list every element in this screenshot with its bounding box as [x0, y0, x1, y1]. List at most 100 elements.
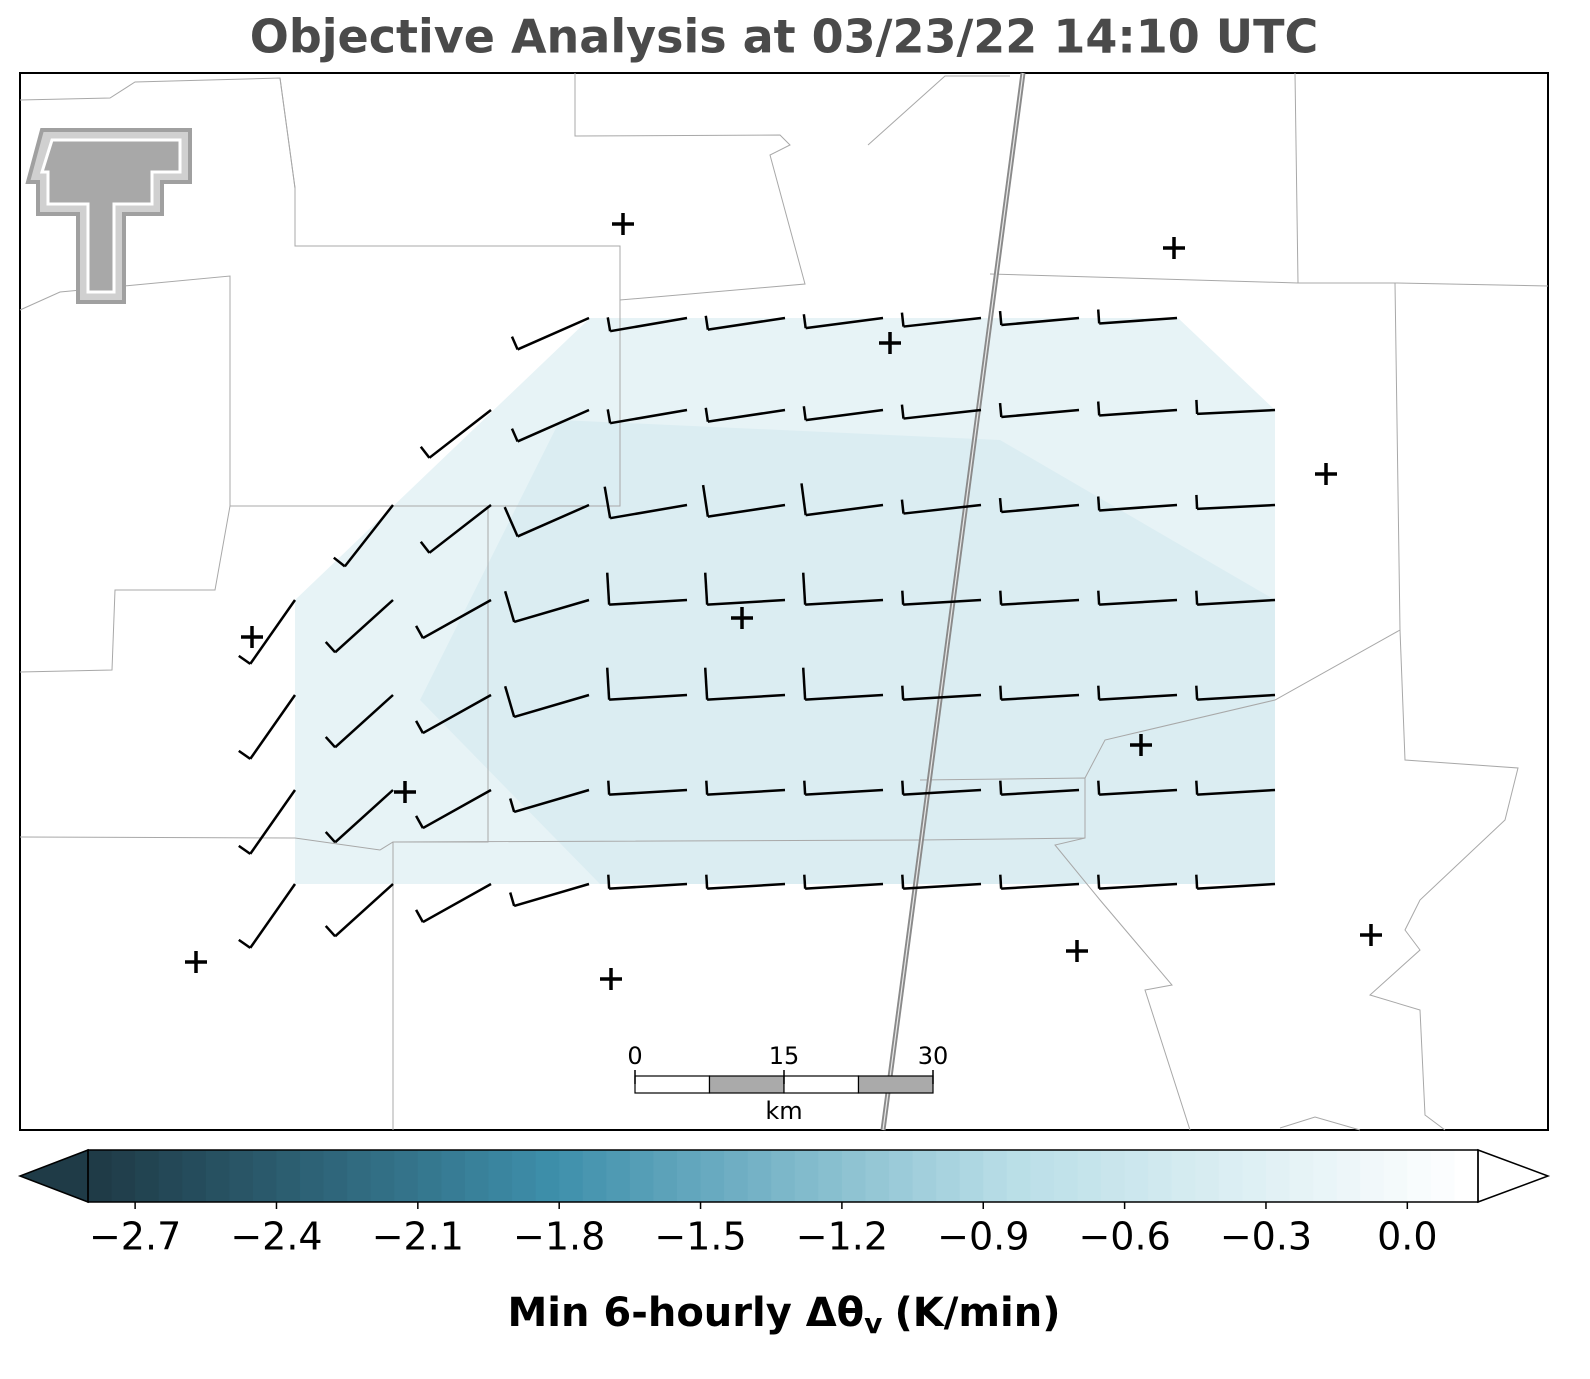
scale-label: 0 [627, 1042, 642, 1070]
colorbar-band [912, 1150, 937, 1202]
colorbar-band [936, 1150, 961, 1202]
barb-staff [609, 882, 688, 890]
colorbar-band [747, 1150, 772, 1202]
barb-flag [1097, 685, 1101, 700]
barb-staff [805, 788, 884, 796]
colorbar-band [1171, 1150, 1196, 1202]
barb-staff [1197, 788, 1276, 796]
colorbar-band [394, 1150, 419, 1202]
barb-staff [609, 788, 688, 796]
barb-staff [422, 788, 492, 830]
barb-staff [249, 694, 297, 760]
barb-staff [334, 883, 394, 938]
barb-flag [324, 736, 337, 749]
scale-segment [634, 1075, 711, 1094]
colorbar-extend-low [17, 1148, 89, 1204]
barb-flag [510, 336, 519, 350]
barb-staff [343, 504, 394, 568]
colorbar-band [1336, 1150, 1361, 1202]
barb-staff [805, 503, 884, 517]
barb-staff [805, 408, 884, 422]
barb-staff [428, 504, 492, 554]
colorbar-tick-label: −2.1 [372, 1215, 464, 1259]
barb-staff [422, 598, 492, 640]
barb-staff [707, 598, 786, 606]
colorbar-band [1454, 1150, 1479, 1202]
colorbar-band [111, 1150, 136, 1202]
barb-flag [509, 892, 516, 907]
colorbar-band [1430, 1150, 1455, 1202]
scale-segment [708, 1075, 785, 1094]
barb-staff [1099, 503, 1178, 512]
colorbar-band [158, 1150, 183, 1202]
barb-flag [1097, 590, 1101, 605]
barb-flag [703, 667, 709, 700]
colorbar-band [653, 1150, 678, 1202]
colorbar-tick-label: −0.3 [1220, 1215, 1312, 1259]
barb-staff [609, 408, 688, 425]
colorbar-tick-label: −1.2 [796, 1215, 888, 1259]
colorbar-extend-high [1477, 1148, 1551, 1204]
colorbar-band [1124, 1150, 1149, 1202]
barb-staff [707, 408, 786, 423]
barb-flag [238, 654, 251, 665]
barb-staff [1099, 408, 1178, 417]
barb-flag [324, 831, 337, 844]
barb-flag [333, 556, 346, 568]
colorbar-band [1265, 1150, 1291, 1202]
barb-flag [605, 667, 611, 700]
label-main: Min 6-hourly Δθ [508, 1290, 865, 1336]
barb-flag [900, 404, 905, 419]
barb-flag [801, 572, 807, 605]
barb-staff [903, 598, 982, 606]
barb-flag [801, 667, 807, 700]
barb-staff [1001, 598, 1080, 606]
barb-staff [513, 882, 590, 908]
barb-staff [707, 316, 786, 331]
barb-staff [517, 408, 590, 443]
barb-flag [999, 590, 1003, 605]
analysis-field-core [420, 420, 1275, 884]
barb-staff [1001, 503, 1080, 514]
barb-flag [901, 685, 905, 700]
colorbar-band [229, 1150, 254, 1202]
barb-staff [609, 693, 688, 701]
barb-staff [1197, 598, 1276, 606]
colorbar-band [1289, 1150, 1314, 1202]
barb-staff [1001, 408, 1080, 419]
colorbar-band [347, 1150, 372, 1202]
colorbar-label: Min 6-hourly Δθv (K/min) [508, 1290, 1061, 1340]
barb-flag [419, 445, 431, 459]
barb-flag [1195, 874, 1199, 889]
colorbar-band [182, 1150, 207, 1202]
colorbar-band [1053, 1150, 1078, 1202]
label-unit: (K/min) [894, 1290, 1060, 1336]
colorbar-band [370, 1150, 395, 1202]
colorbar-outline [87, 1149, 1479, 1203]
barb-flag [238, 749, 251, 760]
barb-staff [903, 693, 982, 701]
barb-staff [707, 693, 786, 701]
colorbar-band [865, 1150, 890, 1202]
barb-staff [334, 599, 394, 654]
colorbar-band [1242, 1150, 1267, 1202]
barb-flag [703, 572, 709, 605]
colorbar-band [300, 1150, 325, 1202]
barb-flag [606, 409, 612, 424]
colorbar-band [252, 1150, 277, 1202]
barb-staff [1001, 788, 1080, 796]
colorbar-band [724, 1150, 749, 1202]
barb-staff [805, 316, 884, 330]
barb-flag [1195, 399, 1199, 414]
barb-flag [999, 685, 1003, 700]
colorbar-band [559, 1150, 584, 1202]
barb-staff [805, 882, 884, 890]
barb-staff [903, 788, 982, 796]
barb-staff [805, 693, 884, 701]
barb-flag [800, 483, 807, 516]
barb-staff [517, 503, 590, 538]
barb-staff [334, 694, 394, 749]
colorbar-tick-label: −1.5 [654, 1215, 746, 1259]
colorbar-band [794, 1150, 819, 1202]
